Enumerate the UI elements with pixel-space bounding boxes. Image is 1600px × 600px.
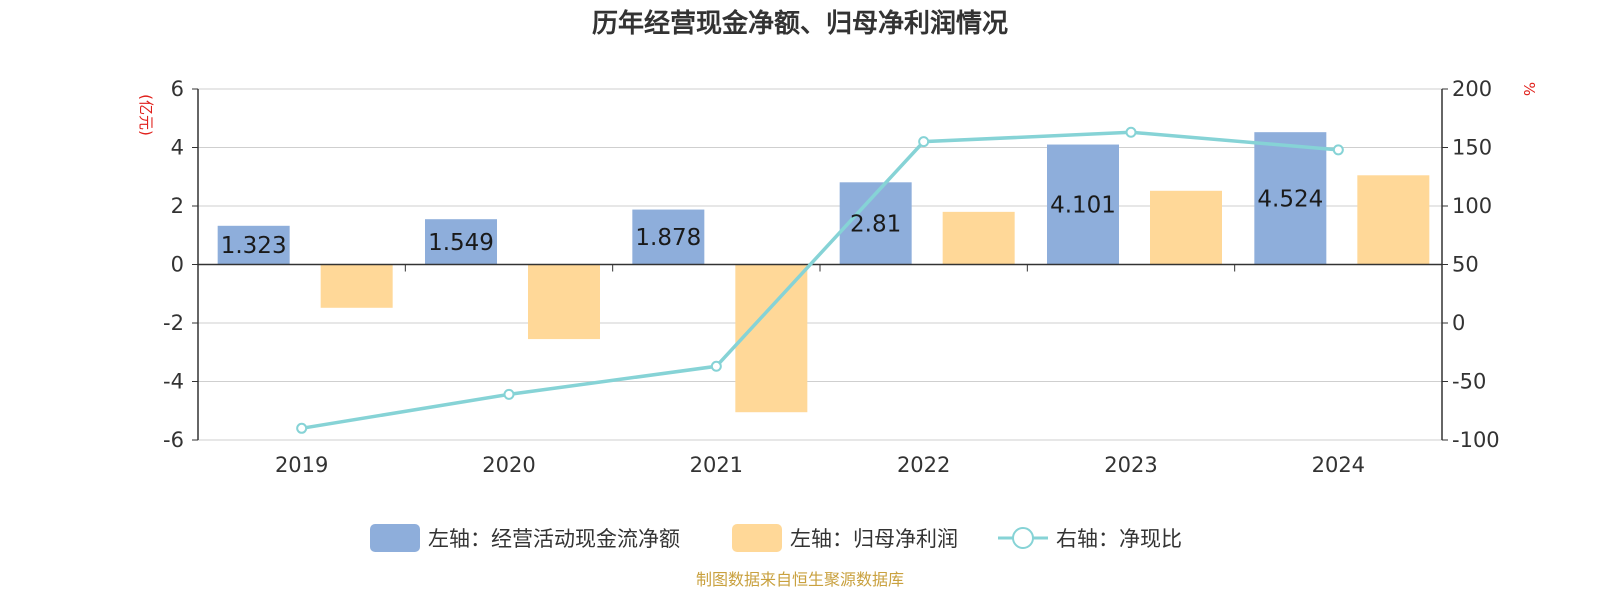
right-tick-label: 150 xyxy=(1452,136,1492,160)
x-tick-label: 2024 xyxy=(1312,453,1365,477)
bar-operating-cashflow xyxy=(632,209,705,265)
bar-data-label: 4.101 xyxy=(1050,193,1116,219)
ratio-point xyxy=(918,136,930,148)
bar-data-label: 1.549 xyxy=(428,230,494,256)
line-series xyxy=(296,126,1344,434)
x-tick-label: 2023 xyxy=(1104,453,1157,477)
ratio-point xyxy=(1125,126,1137,138)
right-tick-label: -50 xyxy=(1452,370,1486,394)
left-tick-label: -6 xyxy=(163,428,184,452)
left-tick-label: 4 xyxy=(171,136,184,160)
right-axis-unit: % xyxy=(1520,82,1538,96)
ratio-point xyxy=(1332,144,1344,156)
x-tick-label: 2021 xyxy=(690,453,743,477)
bar-operating-cashflow xyxy=(217,225,290,265)
right-tick-label: 100 xyxy=(1452,194,1492,218)
legend-swatch-cashflow xyxy=(370,524,420,552)
x-tick-label: 2020 xyxy=(482,453,535,477)
right-tick-label: 0 xyxy=(1452,311,1465,335)
bar-data-label: 2.81 xyxy=(850,211,901,237)
legend: 左轴：经营活动现金流净额 左轴：归母净利润 右轴：净现比 xyxy=(370,524,1182,552)
ratio-point xyxy=(503,388,515,400)
left-axis-unit: (亿元) xyxy=(137,94,155,136)
source-note: 制图数据来自恒生聚源数据库 xyxy=(696,570,904,589)
bar-data-label: 4.524 xyxy=(1257,186,1323,212)
bar-net-profit xyxy=(1150,190,1222,265)
left-tick-label: 2 xyxy=(171,194,184,218)
legend-label-cashflow: 左轴：经营活动现金流净额 xyxy=(428,527,680,551)
bar-data-label: 1.878 xyxy=(635,225,701,251)
legend-label-ratio: 右轴：净现比 xyxy=(1056,527,1182,551)
bar-net-profit xyxy=(735,264,808,413)
bar-series xyxy=(217,132,1430,413)
right-tick-label: 50 xyxy=(1452,253,1479,277)
data-labels: 1.323 1.549 1.878 2.81 4.101 4.524 xyxy=(221,186,1324,259)
ratio-line xyxy=(301,130,1339,431)
left-tick-label: -4 xyxy=(163,370,184,394)
bar-data-label: 1.323 xyxy=(221,233,287,259)
x-tick-label: 2019 xyxy=(275,453,328,477)
legend-label-profit: 左轴：归母净利润 xyxy=(790,527,958,551)
chart-title: 历年经营现金净额、归母净利润情况 xyxy=(592,8,1008,39)
axes: 6 4 2 0 -2 -4 -6 200 150 100 50 0 -50 -100 2019 2020 202… xyxy=(163,77,1500,477)
ratio-point xyxy=(296,422,308,434)
left-tick-label: -2 xyxy=(163,311,184,335)
bar-net-profit xyxy=(528,264,600,340)
right-tick-label: -100 xyxy=(1452,428,1500,452)
bar-net-profit xyxy=(1357,175,1430,265)
ratio-point xyxy=(710,360,722,372)
legend-swatch-ratio-marker xyxy=(1012,527,1034,549)
legend-swatch-profit xyxy=(732,524,782,552)
right-tick-label: 200 xyxy=(1452,77,1492,101)
bar-operating-cashflow xyxy=(425,219,497,265)
bar-operating-cashflow xyxy=(1254,132,1327,265)
bar-net-profit xyxy=(320,264,393,308)
bar-net-profit xyxy=(942,211,1015,265)
left-tick-label: 6 xyxy=(171,77,184,101)
x-tick-label: 2022 xyxy=(897,453,950,477)
left-tick-label: 0 xyxy=(171,253,184,277)
bar-operating-cashflow xyxy=(1047,144,1119,265)
